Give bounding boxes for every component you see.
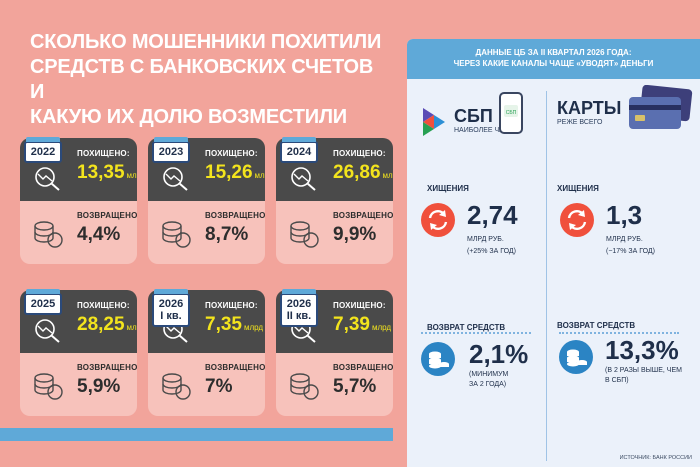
year-tab: 2025 — [24, 289, 62, 315]
year-tab: 2026 I кв. — [152, 289, 190, 327]
year-tab: 2026 II кв. — [280, 289, 318, 327]
sbp-subtitle: НАИБОЛЕЕ ЧАСТО — [454, 127, 518, 134]
stolen-label: ПОХИЩЕНО: — [333, 301, 386, 310]
coins-stack-icon — [421, 342, 455, 376]
coins-icon — [34, 373, 63, 400]
year-tab: 2022 — [24, 137, 62, 163]
section-divider — [559, 332, 679, 334]
cards-theft-label: ХИЩЕНИЯ — [557, 184, 599, 193]
returned-value: 9,9% — [333, 224, 377, 245]
cards-theft-note: (−17% ЗА ГОД) — [606, 248, 655, 255]
cards-return-note-2: В СБП) — [605, 377, 629, 384]
declining-chart-icon — [291, 167, 316, 191]
cards-theft-value: 1,3 — [606, 200, 643, 230]
coins-stack-icon — [559, 340, 593, 374]
cbr-data-panel: ДАННЫЕ ЦБ ЗА II КВАРТАЛ 2026 ГОДА: ЧЕРЕЗ… — [407, 39, 700, 467]
stolen-value: 7,35 млрд — [205, 314, 264, 335]
sbp-title: СБП — [454, 106, 493, 126]
source-note: ИСТОЧНИК: БАНК РОССИИ — [619, 455, 692, 461]
declining-chart-icon — [35, 167, 60, 191]
sbp-logo-icon — [423, 108, 445, 136]
section-divider — [421, 332, 531, 334]
stolen-value: 7,39 млрд — [333, 314, 392, 335]
returned-value: 5,7% — [333, 376, 377, 397]
returned-label: ВОЗВРАЩЕНО: — [77, 211, 137, 220]
coins-icon — [162, 373, 191, 400]
cards-subtitle: РЕЖЕ ВСЕГО — [557, 119, 603, 126]
coins-icon — [290, 221, 319, 248]
returned-label: ВОЗВРАЩЕНО: — [205, 363, 265, 372]
sbp-theft-label: ХИЩЕНИЯ — [427, 184, 469, 193]
coins-icon — [34, 221, 63, 248]
title-line-1: СКОЛЬКО МОШЕННИКИ ПОХИТИЛИ — [30, 31, 382, 53]
recycle-alert-icon — [560, 203, 594, 237]
returned-label: ВОЗВРАЩЕНО: — [333, 211, 393, 220]
returned-label: ВОЗВРАЩЕНО: — [205, 211, 265, 220]
coins-icon — [162, 221, 191, 248]
cards-theft-unit: МЛРД РУБ. — [606, 236, 643, 243]
year-tab: 2024 — [280, 137, 318, 163]
stolen-value: 28,25млрд — [77, 314, 137, 335]
stolen-label: ПОХИЩЕНО: — [205, 149, 258, 158]
sbp-return-note-1: (МИНИМУМ — [469, 371, 509, 378]
year-card-2023: ПОХИЩЕНО: 15,26млрд ВОЗВРАЩЕНО: 8,7% — [148, 138, 265, 264]
stolen-value: 26,86млрд — [333, 162, 393, 183]
sbp-theft-note: (+25% ЗА ГОД) — [467, 248, 516, 255]
smartphone-icon: СБП — [499, 92, 523, 134]
title-line-2: СРЕДСТВ С БАНКОВСКИХ СЧЕТОВ И — [30, 56, 374, 103]
returned-value: 5,9% — [77, 376, 121, 397]
returned-value: 7% — [205, 376, 233, 397]
cards-title: КАРТЫ — [557, 98, 622, 118]
cards-return-value: 13,3% — [605, 335, 679, 365]
bottom-accent-bar — [0, 428, 393, 441]
stolen-value: 15,26млрд — [205, 162, 265, 183]
sbp-theft-value: 2,74 — [467, 200, 518, 230]
declining-chart-icon — [35, 319, 60, 343]
stolen-label: ПОХИЩЕНО: — [77, 301, 130, 310]
cards-return-note-1: (В 2 РАЗЫ ВЫШЕ, ЧЕМ — [605, 367, 682, 374]
sbp-return-note-2: ЗА 2 ГОДА) — [469, 381, 507, 388]
page-title: СКОЛЬКО МОШЕННИКИ ПОХИТИЛИ СРЕДСТВ С БАН… — [30, 30, 390, 130]
stolen-label: ПОХИЩЕНО: — [77, 149, 130, 158]
declining-chart-icon — [163, 167, 188, 191]
svg-text:СБП: СБП — [506, 110, 517, 116]
panel-header: ДАННЫЕ ЦБ ЗА II КВАРТАЛ 2026 ГОДА: ЧЕРЕЗ… — [407, 39, 700, 79]
stolen-label: ПОХИЩЕНО: — [205, 301, 258, 310]
coins-icon — [290, 373, 319, 400]
recycle-alert-icon — [421, 203, 455, 237]
returned-value: 4,4% — [77, 224, 121, 245]
returned-value: 8,7% — [205, 224, 249, 245]
column-divider — [546, 91, 547, 461]
returned-label: ВОЗВРАЩЕНО: — [77, 363, 137, 372]
cards-return-label: ВОЗВРАТ СРЕДСТВ — [557, 321, 636, 330]
sbp-return-value: 2,1% — [469, 339, 529, 369]
sbp-theft-unit: МЛРД РУБ. — [467, 236, 504, 243]
title-line-3: КАКУЮ ИХ ДОЛЮ ВОЗМЕСТИЛИ — [30, 106, 347, 128]
year-card-2024: ПОХИЩЕНО: 26,86млрд ВОЗВРАЩЕНО: 9,9% — [276, 138, 393, 264]
year-tab: 2023 — [152, 137, 190, 163]
declining-chart-icon — [163, 319, 188, 343]
sbp-return-label: ВОЗВРАТ СРЕДСТВ — [427, 323, 506, 332]
returned-label: ВОЗВРАЩЕНО: — [333, 363, 393, 372]
stolen-label: ПОХИЩЕНО: — [333, 149, 386, 158]
year-card-2025: ПОХИЩЕНО: 28,25млрд ВОЗВРАЩЕНО: 5,9% — [20, 290, 137, 416]
bank-cards-icon — [629, 85, 693, 129]
